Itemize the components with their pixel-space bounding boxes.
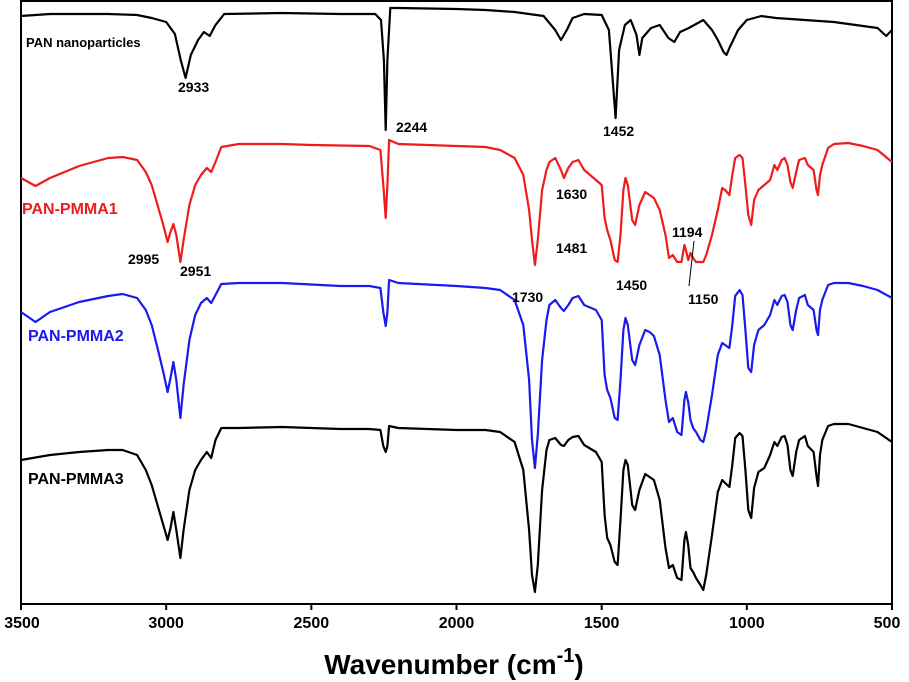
x-axis-title-close: ) — [574, 649, 583, 680]
peak-label-1481: 1481 — [556, 240, 587, 256]
peak-label-2244: 2244 — [396, 119, 427, 135]
annotation-pointer-1194 — [688, 240, 695, 287]
x-tick-label-1500: 1500 — [584, 615, 620, 632]
peak-label-2933: 2933 — [178, 79, 209, 95]
peak-label-1150: 1150 — [688, 291, 719, 307]
x-axis-ticks: 3500 3000 2500 2000 1500 1000 500 — [4, 604, 900, 632]
x-tick-label-3500: 3500 — [4, 615, 40, 632]
series-line-pan-pmma3 — [20, 422, 893, 594]
x-tick-label-2500: 2500 — [294, 615, 330, 632]
series-line-pan-nanoparticles — [20, 6, 893, 132]
series-layer — [20, 6, 893, 594]
peak-label-2951: 2951 — [180, 263, 211, 279]
series-line-pan-pmma1 — [20, 138, 893, 267]
peak-label-1630: 1630 — [556, 186, 587, 202]
x-tick-label-500: 500 — [874, 615, 901, 632]
peak-label-1194: 1194 — [672, 224, 703, 240]
x-tick-label-1000: 1000 — [729, 615, 765, 632]
x-axis-title: Wavenumber (cm-1) — [324, 645, 583, 680]
series-line-pan-pmma2 — [20, 278, 893, 470]
peak-label-2995: 2995 — [128, 251, 159, 267]
peak-label-1450: 1450 — [616, 277, 647, 293]
x-tick-label-2000: 2000 — [439, 615, 475, 632]
legend-pan-nanoparticles: PAN nanoparticles — [26, 35, 141, 50]
x-tick-label-3000: 3000 — [148, 615, 184, 632]
legend-pan-pmma2: PAN-PMMA2 — [28, 328, 124, 345]
legend-pan-pmma3: PAN-PMMA3 — [28, 471, 124, 488]
legend-pan-pmma1: PAN-PMMA1 — [22, 201, 118, 218]
plot-frame — [20, 0, 893, 605]
peak-label-1730: 1730 — [512, 289, 543, 305]
x-axis-title-main: Wavenumber (cm — [324, 649, 556, 680]
x-axis-title-superscript: -1 — [557, 645, 575, 667]
peak-label-1452: 1452 — [603, 123, 634, 139]
